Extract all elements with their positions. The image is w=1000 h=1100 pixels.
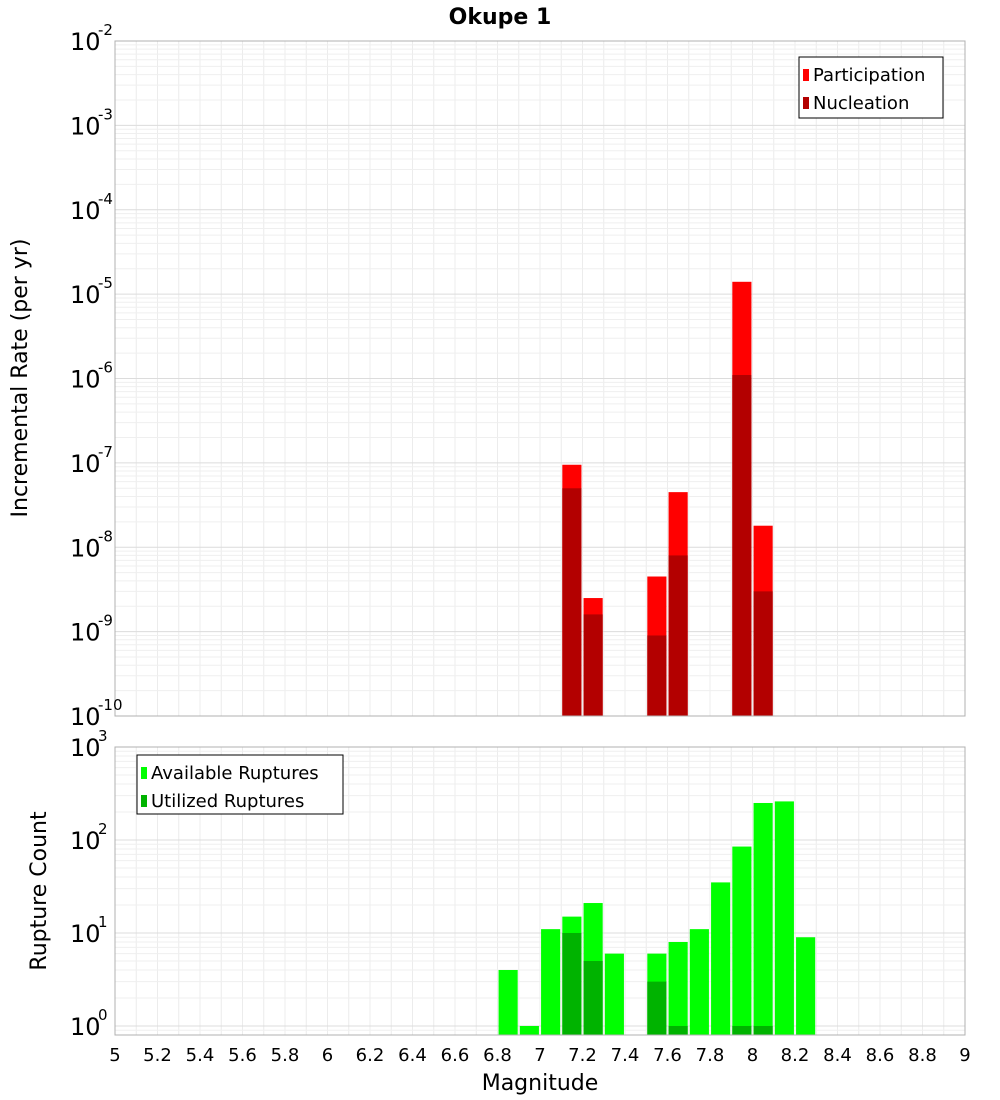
top-y-tick-exponent: -3	[98, 105, 113, 123]
bottom-y-tick-exponent: 0	[98, 1006, 108, 1024]
top-y-tick-exponent: -9	[98, 612, 113, 630]
top-y-tick-label: 10	[70, 366, 101, 394]
x-tick-label: 7	[534, 1045, 545, 1066]
bottom-bar-available-ruptures	[498, 969, 518, 1035]
top-legend-swatch	[803, 97, 809, 109]
top-y-tick-exponent: -10	[98, 696, 123, 714]
bottom-bar-available-ruptures	[711, 882, 731, 1035]
bottom-bar-available-ruptures	[519, 1025, 539, 1035]
top-bar-nucleation	[753, 591, 773, 716]
bottom-bars	[498, 801, 816, 1035]
top-legend-swatch	[803, 69, 809, 81]
bottom-legend-swatch	[141, 795, 147, 807]
top-bar-nucleation	[668, 555, 688, 716]
top-y-tick-label: 10	[70, 28, 101, 56]
x-tick-label: 8.8	[908, 1045, 937, 1066]
bottom-bar-utilized-ruptures	[668, 1025, 688, 1035]
bottom-bar-utilized-ruptures	[583, 960, 603, 1035]
bottom-bar-available-ruptures	[541, 929, 561, 1035]
top-y-tick-label: 10	[70, 703, 101, 731]
top-y-tick-label: 10	[70, 619, 101, 647]
x-tick-label: 5.4	[186, 1045, 215, 1066]
x-tick-label: 5.6	[228, 1045, 257, 1066]
bottom-y-tick-label: 10	[70, 827, 101, 855]
x-tick-label: 8	[747, 1045, 758, 1066]
bottom-legend-box	[136, 754, 344, 815]
top-y-tick-label: 10	[70, 112, 101, 140]
bottom-legend-label: Available Ruptures	[151, 763, 319, 784]
top-y-tick-label: 10	[70, 534, 101, 562]
bottom-bar-available-ruptures	[732, 846, 752, 1035]
x-tick-label: 6.6	[441, 1045, 470, 1066]
x-tick-label: 7.2	[568, 1045, 597, 1066]
bottom-bar-available-ruptures	[668, 942, 688, 1035]
bottom-legend-label: Utilized Ruptures	[151, 791, 304, 812]
bottom-y-tick-label: 10	[70, 734, 101, 762]
top-legend-box	[798, 56, 944, 119]
bottom-legend: Available Ruptures Utilized Ruptures	[136, 754, 344, 815]
top-legend-label: Participation	[813, 65, 925, 86]
x-tick-label: 6.8	[483, 1045, 512, 1066]
top-y-axis-label: Incremental Rate (per yr)	[8, 239, 33, 518]
top-bar-nucleation	[647, 635, 667, 716]
top-bars	[562, 281, 773, 716]
x-axis-label: Magnitude	[482, 1071, 599, 1096]
x-tick-label: 8.2	[781, 1045, 810, 1066]
top-y-tick-exponent: -4	[98, 190, 113, 208]
x-tick-label: 9	[959, 1045, 970, 1066]
x-tick-label: 8.4	[823, 1045, 852, 1066]
bottom-y-tick-exponent: 2	[98, 820, 108, 838]
bottom-y-tick-label: 10	[70, 920, 101, 948]
bottom-y-axis-label: Rupture Count	[27, 811, 52, 971]
top-bar-nucleation	[583, 614, 603, 716]
bottom-bar-available-ruptures	[604, 953, 624, 1035]
top-y-tick-exponent: -8	[98, 527, 113, 545]
x-tick-label: 8.6	[866, 1045, 895, 1066]
bottom-plot-frame	[114, 746, 966, 1036]
bottom-y-tick-exponent: 3	[98, 727, 108, 745]
bottom-bar-available-ruptures	[753, 802, 773, 1035]
x-tick-label: 5.8	[271, 1045, 300, 1066]
x-tick-label: 6.4	[398, 1045, 427, 1066]
bottom-bar-available-ruptures	[796, 937, 816, 1035]
top-y-tick-label: 10	[70, 197, 101, 225]
x-tick-labels: 5 5.2 5.4 5.6 5.8 6 6.2 6.4 6.6 6.8 7 7.2 7.4 7.6 7.8 8…	[109, 1045, 970, 1066]
top-y-tick-exponent: -5	[98, 274, 113, 292]
x-tick-label: 7.6	[653, 1045, 682, 1066]
top-bar-nucleation	[732, 375, 752, 716]
bottom-y-tick-exponent: 1	[98, 913, 108, 931]
x-tick-label: 6.2	[356, 1045, 385, 1066]
bottom-y-tick-label: 10	[70, 1013, 101, 1041]
bottom-legend-swatch	[141, 767, 147, 779]
top-y-tick-exponent: -6	[98, 359, 113, 377]
x-tick-label: 5	[109, 1045, 120, 1066]
bottom-bar-available-ruptures	[774, 801, 794, 1035]
bottom-bar-utilized-ruptures	[647, 981, 667, 1035]
bottom-bar-utilized-ruptures	[732, 1025, 752, 1035]
x-tick-label: 6	[322, 1045, 333, 1066]
x-tick-label: 7.4	[611, 1045, 640, 1066]
bottom-bar-utilized-ruptures	[753, 1025, 773, 1035]
top-y-tick-exponent: -7	[98, 443, 113, 461]
bottom-bar-utilized-ruptures	[562, 932, 582, 1035]
top-legend: Participation Nucleation	[798, 56, 944, 119]
chart-title: Okupe 1	[449, 5, 552, 30]
bottom-bar-available-ruptures	[689, 929, 709, 1035]
top-y-tick-label: 10	[70, 450, 101, 478]
x-tick-label: 7.8	[696, 1045, 725, 1066]
top-y-tick-exponent: -2	[98, 21, 113, 39]
top-legend-label: Nucleation	[813, 93, 909, 114]
top-grid	[114, 41, 966, 717]
top-plot-frame	[114, 40, 966, 717]
top-y-tick-label: 10	[70, 281, 101, 309]
x-tick-label: 5.2	[143, 1045, 172, 1066]
top-bar-nucleation	[562, 488, 582, 716]
